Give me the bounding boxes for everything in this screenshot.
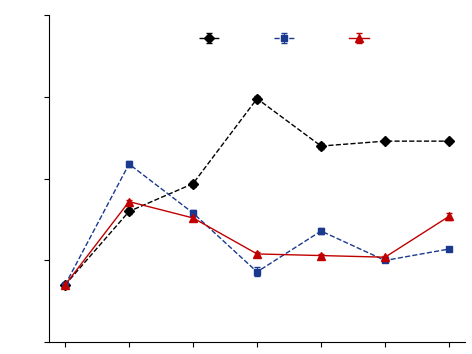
Legend: 50°C, 60°C, 70°C: 50°C, 60°C, 70°C xyxy=(195,30,419,46)
